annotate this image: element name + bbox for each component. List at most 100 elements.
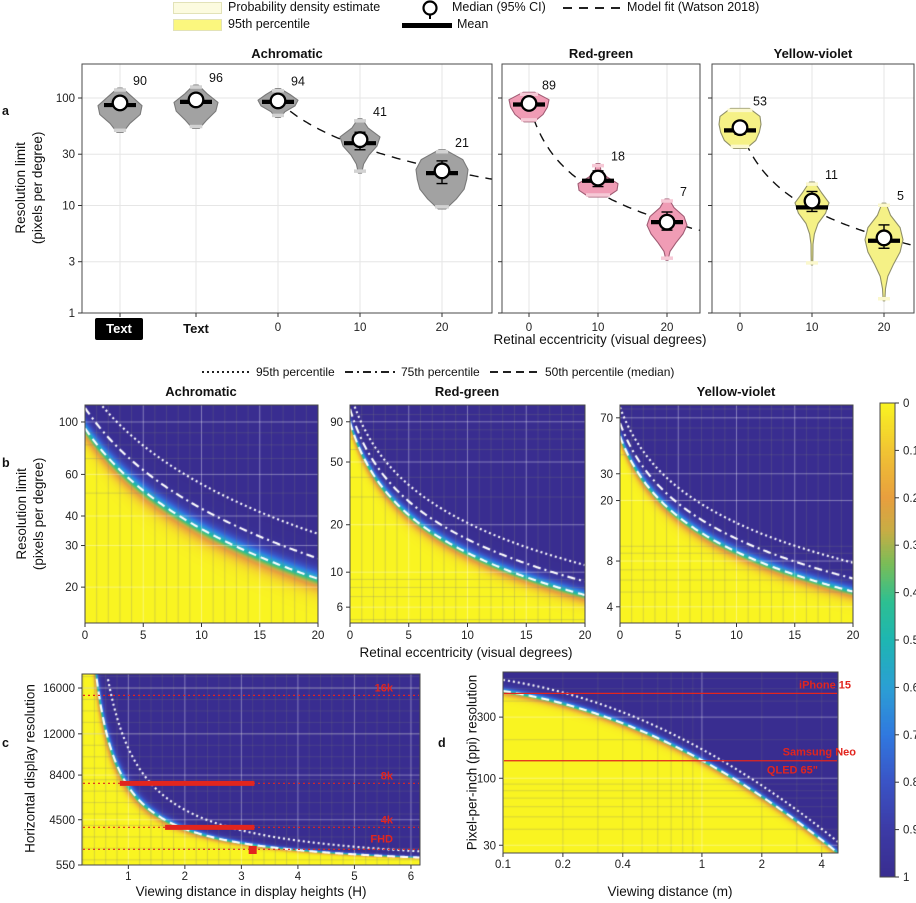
x-tick-label: 20 [579,630,592,642]
panel-b-y-label-line2: (pixels per degree) [31,457,46,571]
violin-count-label: 96 [209,71,223,85]
legend-95th-label: 95th percentile [228,17,311,31]
x-tick-label: 0.4 [615,859,632,871]
violin-count-label: 11 [825,168,838,182]
b-legend-50th-label: 50th percentile (median) [545,365,675,379]
x-tick-label: 0 [347,630,353,642]
y-tick-label: 12000 [43,729,75,741]
y-tick-label: 3 [69,257,75,269]
panel-a-tick-text-chip: Text [95,318,143,340]
y-tick-label: 8400 [49,770,75,782]
violin-count-label: 21 [455,136,469,150]
panel-c-y-axis-label: Horizontal display resolution [22,684,38,853]
legend-median-icon [422,0,438,16]
legend-model-fit-label: Model fit (Watson 2018) [627,0,760,14]
x-tick-label: 20 [847,630,860,642]
median-marker [589,169,607,187]
panel-a-title-achromatic: Achromatic [251,46,323,61]
violin-body [794,181,830,266]
y-tick-label: 30 [600,469,613,481]
violin-count-label: 7 [680,185,687,199]
model-fit-curve [277,100,492,180]
x-tick-label: 5 [406,630,412,642]
panel-letter-d: d [438,736,446,750]
violin-body [646,198,688,261]
panel-c-x-axis-label: Viewing distance in display heights (H) [135,884,367,899]
median-marker [803,192,821,210]
y-tick-label: 20 [330,520,343,532]
violin-body [173,84,219,130]
heatmap-yellow-violet-canvas [620,405,853,623]
y-tick-label: 20 [600,496,613,508]
median-marker [433,162,451,180]
y-tick-label: 10 [62,201,75,213]
violin-body [415,149,469,210]
x-tick-label: 3 [238,871,244,883]
colorbar-tick-label: 0.8 [903,777,916,789]
violin-body [864,202,904,302]
y-tick-label: 4 [607,602,614,614]
panel-b-title-achromatic: Achromatic [165,384,237,399]
x-tick-label: 10 [806,322,819,334]
panel-b-y-label-line1: Resolution limit [14,468,30,560]
heatmap-ppi-canvas [503,672,838,853]
violin-count-label: 90 [133,74,147,88]
y-tick-label: 50 [330,457,343,469]
panel-d-y-axis-label: Pixel-per-inch (ppi) resolution [464,674,480,851]
x-tick-label: 15 [520,630,533,642]
colorbar-tick-label: 0.2 [903,493,916,505]
colorbar-tick-label: 1 [903,872,909,884]
x-tick-label: 5 [675,630,681,642]
y-tick-label: 20 [65,582,78,594]
y-tick-label: 30 [62,149,75,161]
panel-a-title-yellow-violet: Yellow-violet [773,46,853,61]
median-marker [351,131,369,149]
model-fit-curve [528,103,700,232]
violin-count-label: 18 [611,150,625,164]
y-tick-label: 70 [600,413,613,425]
violin-count-label: 41 [373,105,387,119]
violin-body [339,118,381,174]
colorbar-canvas [880,403,895,877]
x-tick-label: 4 [295,871,302,883]
y-tick-label: 4500 [49,815,75,827]
x-tick-label: 20 [878,322,891,334]
y-tick-label: 60 [65,469,78,481]
violin-count-label: 53 [753,94,767,108]
violin-body [718,107,762,149]
y-tick-label: 1 [69,308,75,320]
x-tick-label: 1 [699,859,705,871]
x-tick-label: 0 [275,322,281,334]
x-tick-label: 0 [82,630,88,642]
median-marker [269,92,287,110]
y-tick-label: 8 [607,556,613,568]
y-tick-label: 6 [337,602,343,614]
x-tick-label: 10 [461,630,474,642]
model-fit-curve [739,127,914,247]
panel-b-y-axis-label: Resolution limit (pixels per degree) [14,399,48,629]
heatmap-display-resolution-canvas [82,674,420,865]
x-tick-label: 15 [788,630,801,642]
legend-median-label: Median (95% CI) [452,0,546,14]
panel-a-y-axis-label: Resolution limit (pixels per degree) [13,73,47,303]
x-tick-label: 10 [195,630,208,642]
median-marker [875,229,893,247]
legend-swatch-density [173,2,222,14]
median-marker [111,94,129,112]
b-legend-75th-label: 75th percentile [401,365,480,379]
colorbar-tick-label: 0.3 [903,540,916,552]
colorbar-tick-label: 0 [903,398,909,410]
median-marker [520,94,538,112]
violin-body [508,91,550,123]
x-tick-label: 6 [408,871,414,883]
violin-count-label: 94 [291,75,305,89]
panel-letter-b: b [2,456,10,470]
y-tick-label: 550 [56,860,75,872]
violin-body [97,87,143,133]
legend-swatch-95th [173,19,222,31]
violin-count-label: 89 [542,78,556,92]
x-tick-label: 0.2 [555,859,571,871]
x-tick-label: 5 [140,630,146,642]
x-tick-label: 2 [759,859,765,871]
